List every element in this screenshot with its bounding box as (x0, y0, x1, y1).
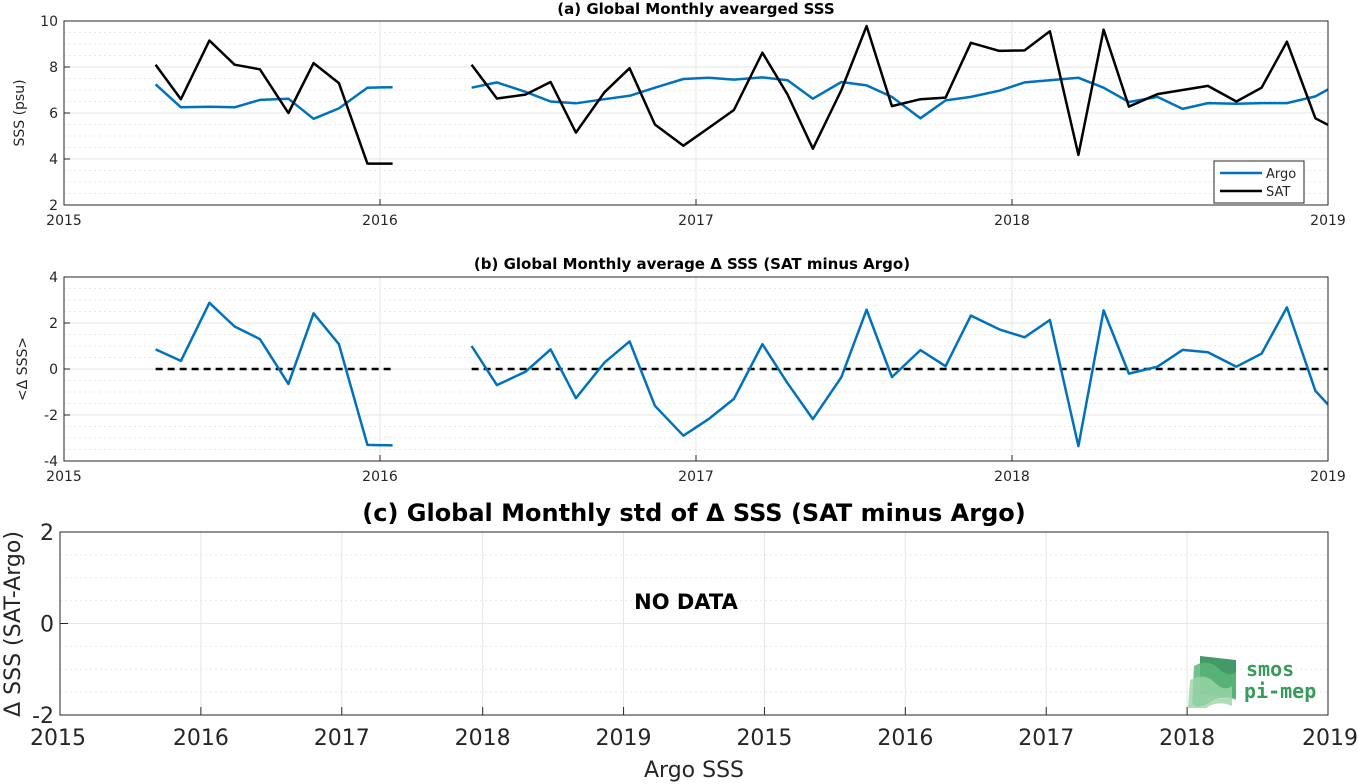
panel-c-xlabel: Argo SSS (644, 758, 744, 783)
y-tick-label: 2 (49, 198, 58, 214)
logo-text-line2: pi-mep (1244, 679, 1316, 703)
x-tick-label: 2015 (46, 213, 82, 229)
panel-c-ylabel: Δ SSS (SAT-Argo) (1, 531, 26, 717)
y-tick-label: -2 (32, 704, 54, 729)
y-tick-label: -2 (44, 408, 58, 424)
y-tick-label: 2 (49, 316, 58, 332)
series-line-sat (154, 39, 393, 165)
panel-c: (c) Global Monthly std of Δ SSS (SAT min… (1, 499, 1358, 783)
series-line-argo (154, 83, 393, 121)
panel-b: (b) Global Monthly average Δ SSS (SAT mi… (15, 255, 1346, 485)
y-tick-label: 8 (49, 60, 58, 76)
x-tick-label: 2016 (173, 726, 229, 751)
panel-a-ylabel: SSS (psu) (12, 79, 28, 146)
y-tick-label: 2 (40, 521, 54, 546)
legend-a: Argo SAT (1213, 160, 1305, 204)
y-tick-label: 0 (49, 362, 58, 378)
panel-a: (a) Global Monthly avearged SSS SSS (psu… (12, 0, 1346, 229)
y-tick-label: -4 (44, 454, 58, 470)
y-tick-label: 10 (40, 14, 58, 30)
x-tick-label: 2017 (678, 469, 714, 485)
panel-a-title: (a) Global Monthly avearged SSS (557, 0, 834, 18)
panel-b-ylabel: <Δ SSS> (15, 337, 31, 401)
x-tick-label: 2017 (314, 726, 370, 751)
x-tick-label: 2016 (877, 726, 933, 751)
series-line-sat (470, 24, 1328, 157)
x-tick-label: 2018 (455, 726, 511, 751)
x-tick-label: 2016 (362, 469, 398, 485)
x-tick-label: 2019 (596, 726, 652, 751)
legend-label-argo: Argo (1266, 167, 1296, 182)
x-tick-label: 2018 (994, 213, 1030, 229)
x-tick-label: 2015 (46, 469, 82, 485)
series-line-argo (471, 76, 1328, 120)
x-tick-label: 2018 (994, 469, 1030, 485)
y-tick-label: 4 (49, 270, 58, 286)
x-tick-label: 2015 (736, 726, 792, 751)
x-tick-label: 2018 (1159, 726, 1215, 751)
panel-c-frame (59, 531, 1329, 716)
x-tick-label: 2017 (678, 213, 714, 229)
x-tick-label: 2017 (1018, 726, 1074, 751)
smos-pi-mep-logo: smos pi-mep (1188, 654, 1328, 712)
x-tick-label: 2015 (30, 726, 86, 751)
panel-a-frame (63, 20, 1329, 206)
series-line-delta-sss (470, 306, 1328, 448)
x-tick-label: 2019 (1310, 469, 1346, 485)
y-tick-label: 6 (49, 106, 58, 122)
legend-box (1213, 160, 1305, 204)
y-tick-label: 0 (40, 613, 54, 638)
panel-b-title: (b) Global Monthly average Δ SSS (SAT mi… (474, 255, 910, 273)
logo-waves-icon (1188, 656, 1236, 712)
legend-label-sat: SAT (1266, 185, 1290, 200)
x-tick-label: 2016 (362, 213, 398, 229)
panel-c-title: (c) Global Monthly std of Δ SSS (SAT min… (362, 499, 1025, 527)
y-tick-label: 4 (49, 152, 58, 168)
x-tick-label: 2019 (1302, 726, 1358, 751)
series-line-delta-sss (155, 301, 393, 447)
panel-b-frame (63, 276, 1329, 462)
logo-text-line1: smos (1246, 657, 1294, 681)
no-data-annotation: NO DATA (634, 590, 738, 614)
x-tick-label: 2019 (1310, 213, 1346, 229)
